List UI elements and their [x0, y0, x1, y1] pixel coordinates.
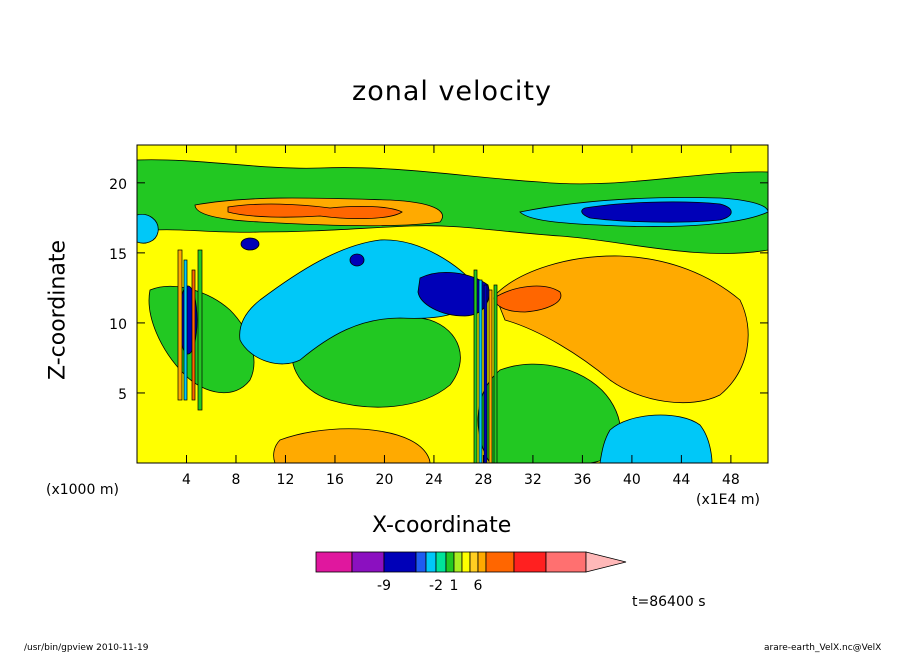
region-blue-spot-1: [240, 237, 260, 251]
x-tick-label: 4: [182, 472, 191, 488]
x-tick-label: 48: [722, 472, 740, 488]
x-tick-label: 24: [425, 472, 443, 488]
x-tick-label: 8: [232, 472, 241, 488]
x-axis-label: X-coordinate: [372, 513, 512, 538]
colorbar-tick-label: 1: [450, 578, 459, 594]
colorbar-box: [383, 551, 417, 573]
y-tick-label: 20: [109, 177, 127, 193]
colorbar-box: [485, 551, 515, 573]
y-axis-label: Z-coordinate: [45, 240, 71, 380]
region-cyan-left: [137, 213, 159, 244]
region-darkblue-top: [581, 201, 732, 223]
y-tick-label: 15: [109, 247, 127, 263]
colorbar-box: [425, 551, 437, 573]
x-scale-label: (x1E4 m): [696, 492, 760, 508]
colorbar-box: [453, 551, 463, 573]
x-tick-label: 28: [475, 472, 493, 488]
colorbar-box: [469, 551, 479, 573]
contour-regions: [137, 159, 768, 463]
colorbar-box: [545, 551, 587, 573]
colorbar-box: [435, 551, 447, 573]
plot-area: [136, 144, 769, 464]
time-label: t=86400 s: [632, 594, 706, 610]
chart-title: zonal velocity: [352, 76, 552, 107]
colorbar-tick-label: 6: [474, 578, 483, 594]
colorbar-arrow: [585, 551, 627, 573]
x-axis: 4 8 12 16 20 24 28 32 36 40 44 48: [182, 145, 740, 488]
region-red-center: [493, 285, 562, 313]
region-stripes-center: [473, 269, 498, 463]
colorbar-box: [477, 551, 487, 573]
x-tick-label: 32: [524, 472, 542, 488]
footer-left: /usr/bin/gpview 2010-11-19: [24, 643, 149, 653]
x-tick-label: 20: [376, 472, 394, 488]
y-tick-label: 10: [109, 317, 127, 333]
colorbar-tick-label: -9: [377, 578, 391, 594]
x-unit-label: (x1000 m): [46, 482, 119, 498]
colorbar-box: [461, 551, 471, 573]
colorbar: -9 -2 1 6: [315, 551, 627, 594]
region-red-top: [227, 203, 403, 220]
region-stripes-left: [177, 249, 203, 411]
colorbar-box: [351, 551, 385, 573]
y-tick-label: 5: [118, 387, 127, 403]
colorbar-tick-label: -2: [429, 578, 443, 594]
plot-frame: [136, 144, 769, 464]
colorbar-box: [445, 551, 455, 573]
region-cyan-center: [239, 239, 481, 365]
y-axis: 5 10 15 20: [109, 177, 768, 403]
x-tick-label: 44: [672, 472, 690, 488]
colorbar-box: [315, 551, 353, 573]
region-orange-bottom: [273, 428, 431, 463]
colorbar-box: [513, 551, 547, 573]
x-tick-label: 12: [277, 472, 295, 488]
footer-right: arare-earth_VelX.nc@VelX: [764, 643, 882, 653]
region-green-top: [137, 159, 768, 254]
x-tick-label: 16: [326, 472, 344, 488]
region-cyan-bottom: [599, 414, 713, 463]
region-blue-spot-2: [349, 253, 365, 267]
x-tick-label: 36: [573, 472, 591, 488]
x-tick-label: 40: [623, 472, 641, 488]
colorbar-box: [415, 551, 427, 573]
